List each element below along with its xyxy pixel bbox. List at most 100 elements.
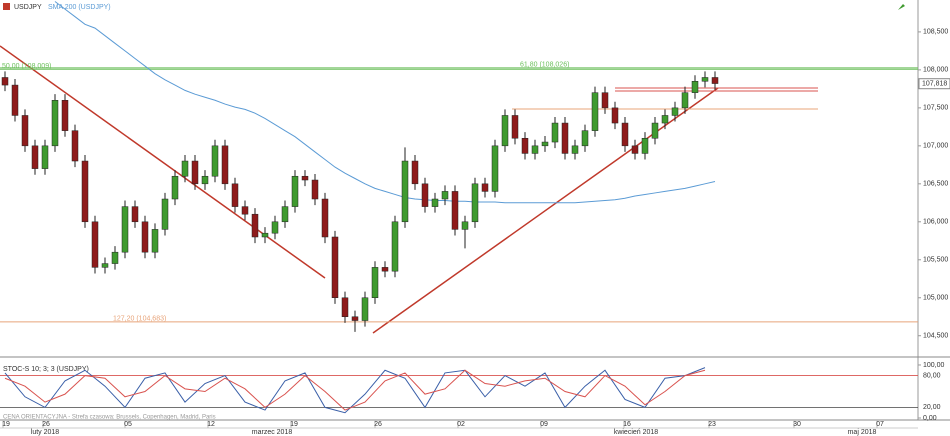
- footer-note: CENA ORIENTACYJNA - Strefa czasowa: Brus…: [3, 415, 216, 421]
- candle-body: [641, 137, 649, 154]
- candle-body: [471, 183, 479, 223]
- candle-body: [31, 145, 39, 169]
- x-tick-label: 19: [2, 421, 10, 428]
- level-label: 127,20 (104,683): [113, 316, 166, 323]
- symbol-icon[interactable]: [3, 3, 10, 10]
- sma-label[interactable]: SMA 200 (USDJPY): [48, 4, 111, 11]
- level-label: 61,80 (108,026): [520, 62, 569, 69]
- candle-body: [291, 175, 299, 207]
- candle-body: [21, 115, 29, 147]
- candle-body: [111, 251, 119, 264]
- candle-body: [381, 267, 389, 272]
- candle-body: [631, 145, 639, 154]
- candle-body: [251, 213, 259, 238]
- x-tick-label: 02: [457, 421, 465, 428]
- stoch-label[interactable]: STOC-S 10; 3; 3 (USDJPY): [3, 366, 89, 373]
- candle-body: [41, 145, 49, 169]
- y-tick-label: 108,500: [923, 29, 948, 36]
- candle-body: [711, 77, 719, 84]
- x-tick-label: 26: [374, 421, 382, 428]
- tool-icon[interactable]: [898, 4, 905, 10]
- candle-body: [311, 179, 319, 200]
- price-tag-label: 107,818: [922, 81, 947, 88]
- month-label: marzec 2018: [252, 429, 293, 436]
- candle-body: [551, 122, 559, 143]
- candle-body: [271, 221, 279, 234]
- x-tick-label: 19: [290, 421, 298, 428]
- candle-body: [81, 160, 89, 223]
- candle-body: [321, 198, 329, 238]
- candle-body: [611, 107, 619, 124]
- x-tick-label: 09: [540, 421, 548, 428]
- y-tick-label: 105,000: [923, 295, 948, 302]
- candle-body: [511, 115, 519, 139]
- candle-body: [361, 297, 369, 321]
- stoch-tick-label: 0,00: [923, 415, 937, 422]
- candle-body: [501, 115, 509, 147]
- y-tick-label: 106,000: [923, 219, 948, 226]
- candle-body: [301, 175, 309, 181]
- candle-body: [621, 122, 629, 147]
- y-tick-label: 106,500: [923, 181, 948, 188]
- x-tick-label: 16: [623, 421, 631, 428]
- stoch-tick-label: 100,00: [923, 362, 945, 369]
- trendline: [372, 87, 719, 334]
- candle-body: [421, 183, 429, 207]
- y-tick-label: 104,500: [923, 333, 948, 340]
- candle-body: [681, 92, 689, 109]
- candle-body: [561, 122, 569, 154]
- candle-body: [281, 206, 289, 223]
- stoch-line: [4, 367, 706, 414]
- candle-body: [341, 297, 349, 317]
- y-tick-label: 108,000: [923, 67, 948, 74]
- y-tick-label: 105,500: [923, 257, 948, 264]
- candle-body: [441, 191, 449, 200]
- candle-body: [351, 316, 359, 321]
- candle-body: [371, 267, 379, 299]
- candle-body: [461, 221, 469, 230]
- price-tag: [918, 78, 950, 90]
- y-tick-label: 107,000: [923, 143, 948, 150]
- candle-body: [101, 263, 109, 268]
- candle-body: [221, 145, 229, 185]
- candle-body: [141, 221, 149, 253]
- candle-body: [61, 100, 69, 131]
- candle-body: [331, 236, 339, 299]
- candle-body: [431, 198, 439, 207]
- candle-body: [211, 145, 219, 177]
- trendline: [0, 45, 326, 279]
- x-tick-label: 07: [876, 421, 884, 428]
- candle-body: [661, 115, 669, 124]
- candle-body: [51, 100, 59, 147]
- sma-line: [54, 1, 716, 204]
- candle-body: [651, 122, 659, 139]
- candle-body: [71, 130, 79, 162]
- candle-body: [671, 107, 679, 116]
- symbol-label[interactable]: USDJPY: [14, 4, 42, 11]
- candle-body: [691, 81, 699, 93]
- candle-body: [91, 221, 99, 268]
- candle-body: [191, 160, 199, 185]
- stoch-tick-label: 20,00: [923, 404, 941, 411]
- x-tick-label: 30: [793, 421, 801, 428]
- candle-body: [261, 232, 269, 238]
- candle-body: [181, 160, 189, 177]
- x-tick-label: 23: [708, 421, 716, 428]
- candle-body: [491, 145, 499, 192]
- x-tick-label: 12: [207, 421, 215, 428]
- candle-body: [171, 175, 179, 200]
- candle-body: [241, 206, 249, 215]
- candle-body: [571, 145, 579, 154]
- candle-body: [161, 198, 169, 230]
- candle-body: [451, 191, 459, 230]
- candle-body: [591, 92, 599, 131]
- x-tick-label: 05: [124, 421, 132, 428]
- candle-body: [401, 160, 409, 223]
- candle-body: [481, 183, 489, 192]
- candle-body: [1, 77, 9, 86]
- candle-body: [11, 84, 19, 116]
- x-tick-label: 26: [42, 421, 50, 428]
- candle-body: [121, 206, 129, 253]
- stoch-line: [4, 369, 706, 411]
